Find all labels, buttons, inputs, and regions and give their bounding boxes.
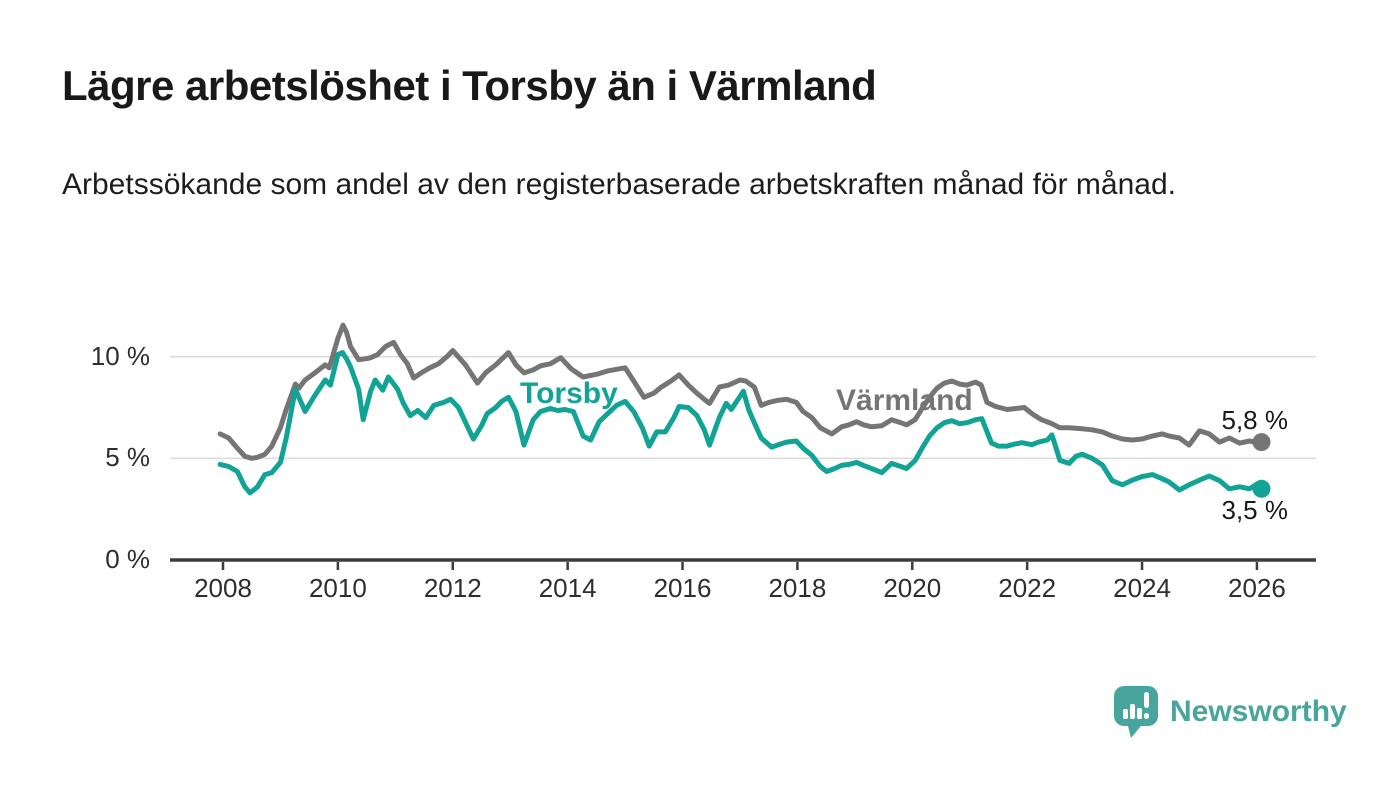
y-tick-label: 0 % (105, 544, 150, 574)
series-line-torsby (217, 350, 1264, 496)
x-tick-label: 2026 (1227, 573, 1286, 603)
x-tick-label: 2024 (1113, 573, 1171, 603)
x-tick-label: 2018 (768, 573, 827, 603)
newsworthy-speech-bubble-chart-icon (1114, 686, 1158, 738)
chart-subtitle: Arbetssökande som andel av den registerb… (62, 168, 1176, 201)
y-tick-label: 10 % (90, 340, 150, 371)
x-tick-label: 2014 (538, 573, 597, 603)
series-line-värmland (217, 322, 1264, 461)
newsworthy-branding: Newsworthy (1114, 686, 1354, 746)
x-tick-label: 2020 (883, 573, 942, 603)
page-title: Lägre arbetslöshet i Torsby än i Värmlan… (62, 62, 877, 109)
y-tick-label: 5 % (105, 442, 150, 473)
x-tick-label: 2016 (653, 573, 712, 603)
series-label-torsby: Torsby (520, 377, 618, 410)
newsworthy-wordmark: Newsworthy (1170, 695, 1347, 728)
end-dot-torsby (1252, 479, 1271, 498)
x-tick-label: 2012 (423, 573, 482, 603)
x-tick-label: 2010 (308, 573, 367, 603)
x-tick-label: 2008 (194, 573, 252, 603)
series-label-varmland: Värmland (836, 384, 973, 417)
end-dot-värmland (1252, 433, 1271, 452)
end-value-label-torsby: 3,5 % (1221, 495, 1289, 525)
end-value-label-varmland: 5,8 % (1221, 405, 1289, 435)
x-tick-label: 2022 (998, 573, 1057, 603)
